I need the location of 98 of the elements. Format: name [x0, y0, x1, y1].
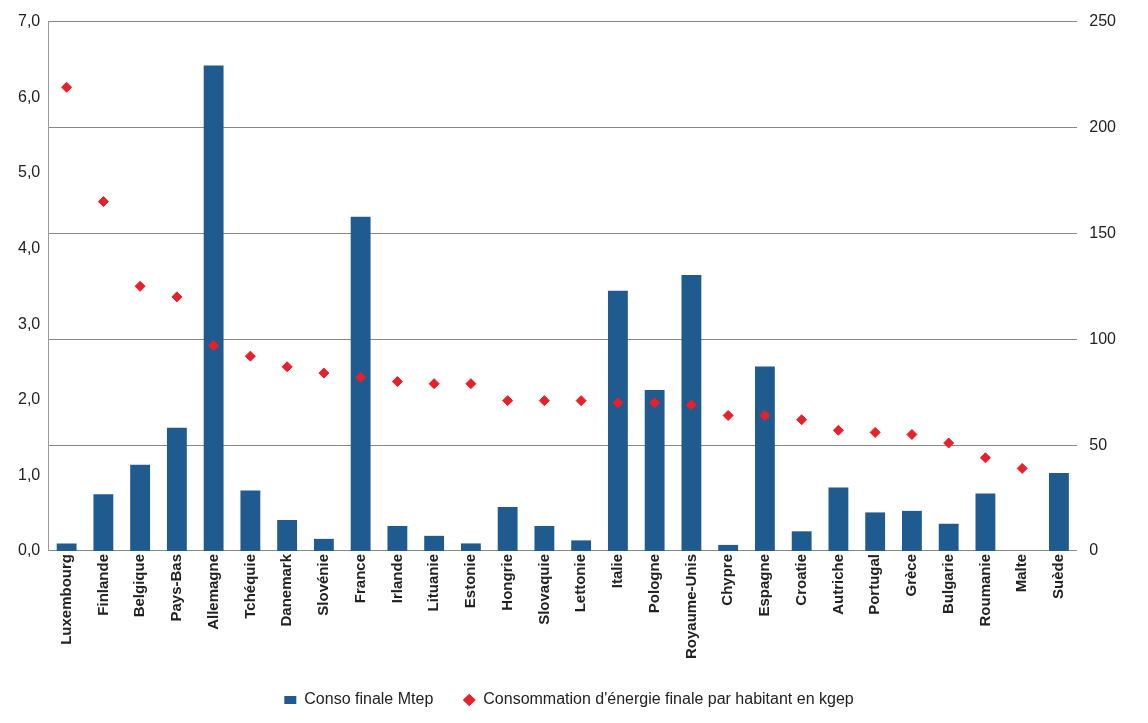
point	[134, 280, 146, 292]
x-tick-label: Pays-Bas	[167, 553, 185, 622]
bar	[240, 490, 261, 551]
point	[538, 395, 550, 407]
y-tick-label: 1,0	[17, 465, 41, 483]
x-tick-label: Bulgarie	[938, 553, 956, 614]
y-tick-label: 3,0	[17, 314, 41, 332]
point	[97, 196, 109, 208]
point	[796, 414, 808, 426]
y2-tick-label: 50	[1089, 435, 1108, 453]
point	[208, 340, 220, 352]
bar	[791, 531, 812, 551]
x-tick-label: Portugal	[865, 553, 883, 615]
bar	[497, 507, 518, 551]
y-tick-label: 5,0	[17, 163, 41, 181]
bar	[718, 544, 739, 551]
point	[465, 378, 477, 390]
bar	[828, 487, 849, 551]
x-tick-label: Pologne	[644, 553, 662, 614]
x-tick-label: Hongrie	[497, 553, 515, 611]
point	[979, 452, 991, 464]
x-tick-label: Finlande	[93, 553, 111, 616]
y-tick-label: 6,0	[17, 87, 41, 105]
y-tick-label: 4,0	[17, 238, 41, 256]
x-tick-label: Espagne	[755, 553, 773, 617]
x-tick-label: Malte	[1012, 553, 1030, 593]
point	[575, 395, 587, 407]
point	[502, 395, 514, 407]
legend-label: Consommation d'énergie finale par habitant en kgep	[483, 690, 854, 708]
y2-tick-label: 250	[1089, 12, 1117, 30]
x-tick-label: Roumanie	[975, 553, 993, 627]
bar	[387, 526, 408, 551]
x-tick-label: France	[350, 553, 368, 604]
x-tick-label: Belgique	[130, 553, 148, 618]
point	[869, 426, 881, 438]
x-tick-label: Croatie	[791, 553, 809, 606]
x-tick-label: Irlande	[387, 553, 405, 604]
point	[722, 409, 734, 421]
bar	[350, 216, 371, 551]
bar	[681, 274, 702, 551]
point	[906, 429, 918, 441]
bar	[1049, 473, 1069, 551]
bar	[424, 535, 445, 551]
y-tick-label: 2,0	[17, 390, 41, 408]
bar	[93, 494, 114, 551]
x-tick-label: Lettonie	[571, 553, 589, 613]
point	[649, 397, 661, 409]
y2-tick-label: 150	[1089, 223, 1117, 241]
x-tick-label: Danemark	[277, 553, 295, 627]
x-tick-label: Slovaquie	[534, 553, 552, 625]
point	[759, 409, 771, 421]
x-tick-label: Royaume-Unis	[681, 553, 699, 660]
bar	[865, 512, 886, 551]
x-tick-label: Italie	[608, 553, 626, 589]
legend-label: Conso finale Mtep	[304, 690, 434, 708]
bar	[571, 540, 592, 551]
x-tick-label: Lituanie	[424, 553, 442, 612]
x-tick-label: Grèce	[902, 553, 920, 597]
bar	[975, 493, 996, 551]
x-tick-label: Autriche	[828, 553, 846, 615]
bar	[607, 290, 628, 551]
x-tick-label: Chypre	[718, 553, 736, 606]
x-tick-label: Tchéquie	[240, 553, 258, 619]
y-tick-label: 7,0	[17, 12, 41, 30]
point	[355, 371, 367, 383]
bar	[460, 543, 481, 551]
y2-tick-label: 200	[1089, 117, 1117, 135]
bar	[754, 366, 775, 551]
point	[171, 291, 183, 303]
bar	[166, 427, 187, 551]
bar	[56, 543, 77, 551]
bar	[277, 519, 298, 551]
point	[428, 378, 440, 390]
point	[685, 399, 697, 411]
point	[281, 361, 293, 373]
bar	[534, 526, 555, 551]
point	[61, 81, 73, 93]
x-tick-label: Suède	[1049, 553, 1067, 599]
point	[244, 350, 256, 362]
bar	[644, 389, 665, 551]
bar	[938, 523, 959, 551]
x-tick-label: Slovénie	[314, 553, 332, 616]
bar	[130, 464, 151, 551]
point	[943, 437, 955, 449]
x-tick-label: Allemagne	[203, 553, 221, 630]
x-tick-label: Luxembourg	[56, 553, 74, 645]
point	[832, 424, 844, 436]
bar	[203, 65, 224, 551]
point	[1016, 462, 1028, 474]
x-tick-label: Estonie	[461, 553, 479, 609]
point	[318, 367, 330, 379]
y-tick-label: 0,0	[17, 541, 41, 559]
y2-tick-label: 100	[1089, 329, 1117, 347]
point	[391, 376, 403, 388]
bar	[902, 510, 922, 551]
y2-tick-label: 0	[1089, 541, 1099, 559]
bar	[313, 538, 334, 551]
point	[612, 397, 624, 409]
